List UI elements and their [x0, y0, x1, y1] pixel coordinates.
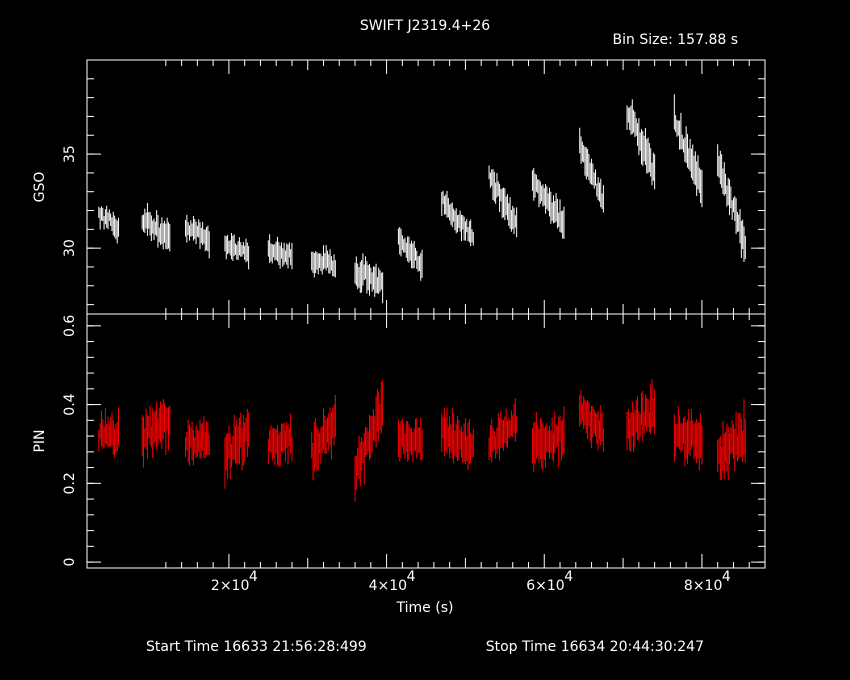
x-tick-exponent: 4: [564, 569, 573, 585]
gso-frame: [86, 59, 766, 315]
pin-y-tick-label: 0.4: [62, 393, 78, 415]
x-tick-exponent: 4: [722, 569, 731, 585]
gso-y-tick-label: 35: [62, 145, 78, 163]
pin-data-points: [98, 379, 746, 502]
start-time-label: Start Time 16633 21:56:28:499: [146, 639, 367, 655]
x-tick-label: 4×10: [369, 578, 407, 594]
gso-data-points: [98, 94, 746, 304]
chart-title: SWIFT J2319.4+26: [360, 18, 490, 34]
x-tick-exponent: 4: [249, 569, 258, 585]
gso-panel: 30 35 GSO: [32, 59, 766, 315]
gso-y-tick-label: 30: [62, 239, 78, 257]
gso-y-ticks: 30 35: [62, 78, 765, 306]
x-tick-label: 6×10: [526, 578, 564, 594]
x-tick-label: 8×10: [684, 578, 722, 594]
x-tick-label: 2×10: [211, 578, 249, 594]
stop-time-label: Stop Time 16634 20:44:30:247: [486, 639, 704, 655]
gso-y-axis-label: GSO: [32, 172, 48, 203]
bin-size-label: Bin Size: 157.88 s: [613, 32, 738, 48]
pin-y-ticks: 0 0.2 0.4 0.6: [62, 315, 765, 567]
pin-y-axis-label: PIN: [32, 429, 48, 452]
pin-y-tick-label: 0.2: [62, 472, 78, 494]
x-axis-label: Time (s): [396, 600, 454, 616]
pin-y-tick-label: 0: [62, 558, 78, 567]
pin-panel: 0 0.2 0.4 0.6 PIN: [32, 313, 766, 569]
pin-frame: [86, 313, 766, 569]
pin-y-tick-label: 0.6: [62, 315, 78, 337]
x-tick-exponent: 4: [407, 569, 416, 585]
